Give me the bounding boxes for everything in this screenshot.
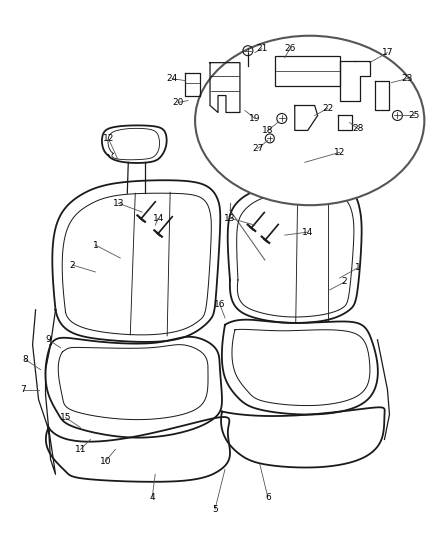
Text: 9: 9 — [46, 335, 51, 344]
Text: 25: 25 — [409, 111, 420, 120]
Bar — [275, 55, 339, 86]
Text: 18: 18 — [262, 126, 274, 135]
Text: 12: 12 — [102, 134, 114, 143]
Text: 7: 7 — [20, 385, 25, 394]
Ellipse shape — [195, 36, 424, 205]
Text: 28: 28 — [352, 124, 363, 133]
Text: 26: 26 — [284, 44, 296, 53]
Text: 1: 1 — [355, 263, 360, 272]
Text: 20: 20 — [173, 98, 184, 107]
Text: 13: 13 — [224, 214, 236, 223]
Text: 21: 21 — [256, 44, 268, 53]
Text: 24: 24 — [166, 74, 178, 83]
Text: 2: 2 — [342, 278, 347, 286]
Text: 5: 5 — [212, 505, 218, 514]
Text: 14: 14 — [152, 214, 164, 223]
Text: 19: 19 — [249, 114, 261, 123]
Text: 4: 4 — [149, 493, 155, 502]
Text: 27: 27 — [252, 144, 264, 153]
Text: 10: 10 — [99, 457, 111, 466]
Text: 2: 2 — [70, 261, 75, 270]
Text: 17: 17 — [381, 48, 393, 57]
Text: 11: 11 — [75, 445, 86, 454]
Text: 23: 23 — [402, 74, 413, 83]
Text: 13: 13 — [113, 199, 124, 208]
Text: 15: 15 — [60, 413, 71, 422]
Text: 22: 22 — [322, 104, 333, 113]
Text: 16: 16 — [214, 301, 226, 309]
Text: 8: 8 — [23, 355, 28, 364]
Text: 1: 1 — [92, 240, 98, 249]
Text: 12: 12 — [334, 148, 345, 157]
Text: 6: 6 — [265, 493, 271, 502]
Text: 14: 14 — [302, 228, 314, 237]
